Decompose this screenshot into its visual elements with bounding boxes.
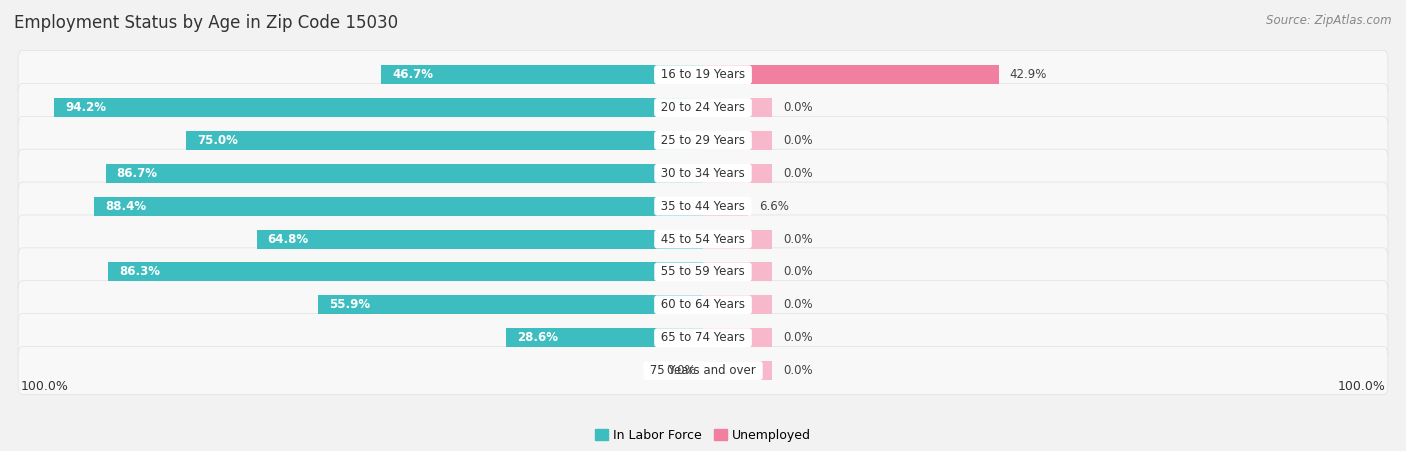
Text: 94.2%: 94.2% (65, 101, 105, 114)
FancyBboxPatch shape (18, 83, 1388, 132)
Text: 100.0%: 100.0% (1337, 380, 1385, 393)
FancyBboxPatch shape (18, 215, 1388, 263)
Text: 55.9%: 55.9% (329, 298, 370, 311)
FancyBboxPatch shape (18, 51, 1388, 99)
Bar (256, 230, 703, 249)
Text: 42.9%: 42.9% (1010, 68, 1047, 81)
Bar (94, 197, 703, 216)
Text: 45 to 54 Years: 45 to 54 Years (657, 233, 749, 246)
Bar (703, 65, 998, 84)
Text: 65 to 74 Years: 65 to 74 Years (657, 331, 749, 344)
Text: 64.8%: 64.8% (267, 233, 309, 246)
Bar (703, 131, 772, 150)
Text: 86.3%: 86.3% (120, 266, 160, 278)
Bar (381, 65, 703, 84)
FancyBboxPatch shape (18, 116, 1388, 165)
Bar (186, 131, 703, 150)
Bar (506, 328, 703, 347)
Text: 55 to 59 Years: 55 to 59 Years (657, 266, 749, 278)
Text: 75 Years and over: 75 Years and over (647, 364, 759, 377)
Text: 0.0%: 0.0% (783, 266, 813, 278)
Text: 6.6%: 6.6% (759, 200, 789, 213)
Text: 25 to 29 Years: 25 to 29 Years (657, 134, 749, 147)
FancyBboxPatch shape (18, 346, 1388, 395)
Text: 30 to 34 Years: 30 to 34 Years (657, 167, 749, 180)
Text: 46.7%: 46.7% (392, 68, 433, 81)
Bar (108, 262, 703, 281)
Bar (703, 295, 772, 314)
Text: 28.6%: 28.6% (517, 331, 558, 344)
Bar (703, 197, 748, 216)
Text: 0.0%: 0.0% (783, 331, 813, 344)
Text: 0.0%: 0.0% (666, 364, 696, 377)
Bar (703, 361, 772, 380)
Text: 0.0%: 0.0% (783, 101, 813, 114)
Text: 0.0%: 0.0% (783, 298, 813, 311)
FancyBboxPatch shape (18, 182, 1388, 230)
Text: 0.0%: 0.0% (783, 134, 813, 147)
Text: 35 to 44 Years: 35 to 44 Years (657, 200, 749, 213)
Text: 100.0%: 100.0% (21, 380, 69, 393)
FancyBboxPatch shape (18, 281, 1388, 329)
Bar (53, 98, 703, 117)
Bar (703, 164, 772, 183)
Text: 20 to 24 Years: 20 to 24 Years (657, 101, 749, 114)
Legend: In Labor Force, Unemployed: In Labor Force, Unemployed (591, 424, 815, 447)
Bar (105, 164, 703, 183)
Bar (703, 230, 772, 249)
Bar (703, 262, 772, 281)
Text: 0.0%: 0.0% (783, 167, 813, 180)
FancyBboxPatch shape (18, 248, 1388, 296)
Text: Source: ZipAtlas.com: Source: ZipAtlas.com (1267, 14, 1392, 27)
Text: 60 to 64 Years: 60 to 64 Years (657, 298, 749, 311)
Text: 0.0%: 0.0% (783, 233, 813, 246)
Text: 16 to 19 Years: 16 to 19 Years (657, 68, 749, 81)
Text: 75.0%: 75.0% (197, 134, 238, 147)
Bar (703, 98, 772, 117)
FancyBboxPatch shape (18, 313, 1388, 362)
Bar (703, 328, 772, 347)
Text: 86.7%: 86.7% (117, 167, 157, 180)
FancyBboxPatch shape (18, 149, 1388, 198)
Text: 0.0%: 0.0% (783, 364, 813, 377)
Bar (318, 295, 703, 314)
Text: Employment Status by Age in Zip Code 15030: Employment Status by Age in Zip Code 150… (14, 14, 398, 32)
Text: 88.4%: 88.4% (105, 200, 146, 213)
